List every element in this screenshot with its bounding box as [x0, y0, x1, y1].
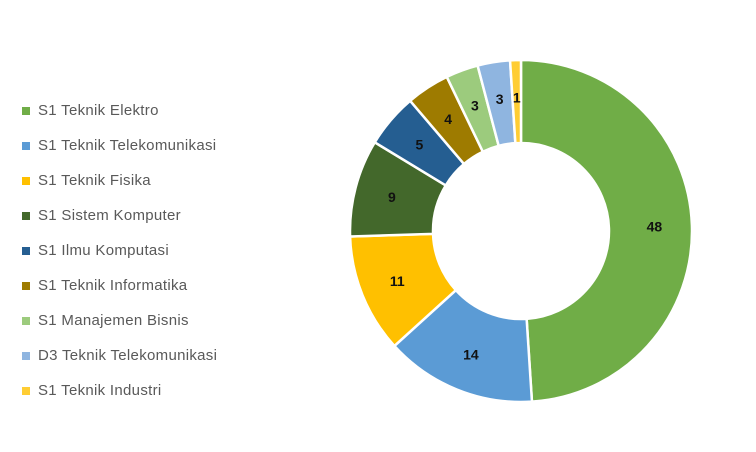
legend-swatch: [22, 176, 30, 185]
legend-item: S1 Teknik Industri: [22, 373, 272, 408]
legend-label: S1 Teknik Fisika: [38, 172, 151, 189]
legend-swatch: [22, 351, 30, 360]
legend-item: S1 Teknik Fisika: [22, 163, 272, 198]
legend-item: S1 Teknik Telekomunikasi: [22, 128, 272, 163]
legend-swatch: [22, 316, 30, 325]
legend-swatch: [22, 281, 30, 290]
legend-label: S1 Manajemen Bisnis: [38, 312, 189, 329]
legend-item: D3 Teknik Telekomunikasi: [22, 338, 272, 373]
donut-slice: [508, 58, 523, 145]
slice-data-label: 3: [471, 98, 479, 114]
legend-swatch: [22, 246, 30, 255]
slice-data-label: 48: [647, 219, 663, 235]
legend-swatch: [22, 211, 30, 220]
slice-data-label: 5: [415, 136, 423, 152]
slice-data-label: 1: [513, 90, 521, 106]
legend-swatch: [22, 141, 30, 150]
legend-label: S1 Teknik Informatika: [38, 277, 188, 294]
slice-data-label: 11: [390, 273, 405, 289]
legend-item: S1 Ilmu Komputasi: [22, 233, 272, 268]
legend-swatch: [22, 386, 30, 395]
legend-label: D3 Teknik Telekomunikasi: [38, 347, 218, 364]
legend-item: S1 Teknik Elektro: [22, 93, 272, 128]
legend-item: S1 Teknik Informatika: [22, 268, 272, 303]
legend-swatch: [22, 106, 30, 115]
legend-label: S1 Ilmu Komputasi: [38, 242, 169, 259]
legend-label: S1 Sistem Komputer: [38, 207, 181, 224]
slice-data-label: 3: [496, 91, 504, 107]
legend-label: S1 Teknik Elektro: [38, 102, 159, 119]
legend-label: S1 Teknik Industri: [38, 382, 162, 399]
legend-item: S1 Manajemen Bisnis: [22, 303, 272, 338]
legend-label: S1 Teknik Telekomunikasi: [38, 137, 217, 154]
slice-data-label: 14: [463, 347, 479, 363]
slice-data-label: 9: [388, 189, 396, 205]
legend-item: S1 Sistem Komputer: [22, 198, 272, 233]
chart-legend: S1 Teknik Elektro S1 Teknik Telekomunikas…: [22, 93, 272, 408]
slice-data-label: 4: [444, 111, 452, 127]
donut-slice: [519, 58, 694, 403]
